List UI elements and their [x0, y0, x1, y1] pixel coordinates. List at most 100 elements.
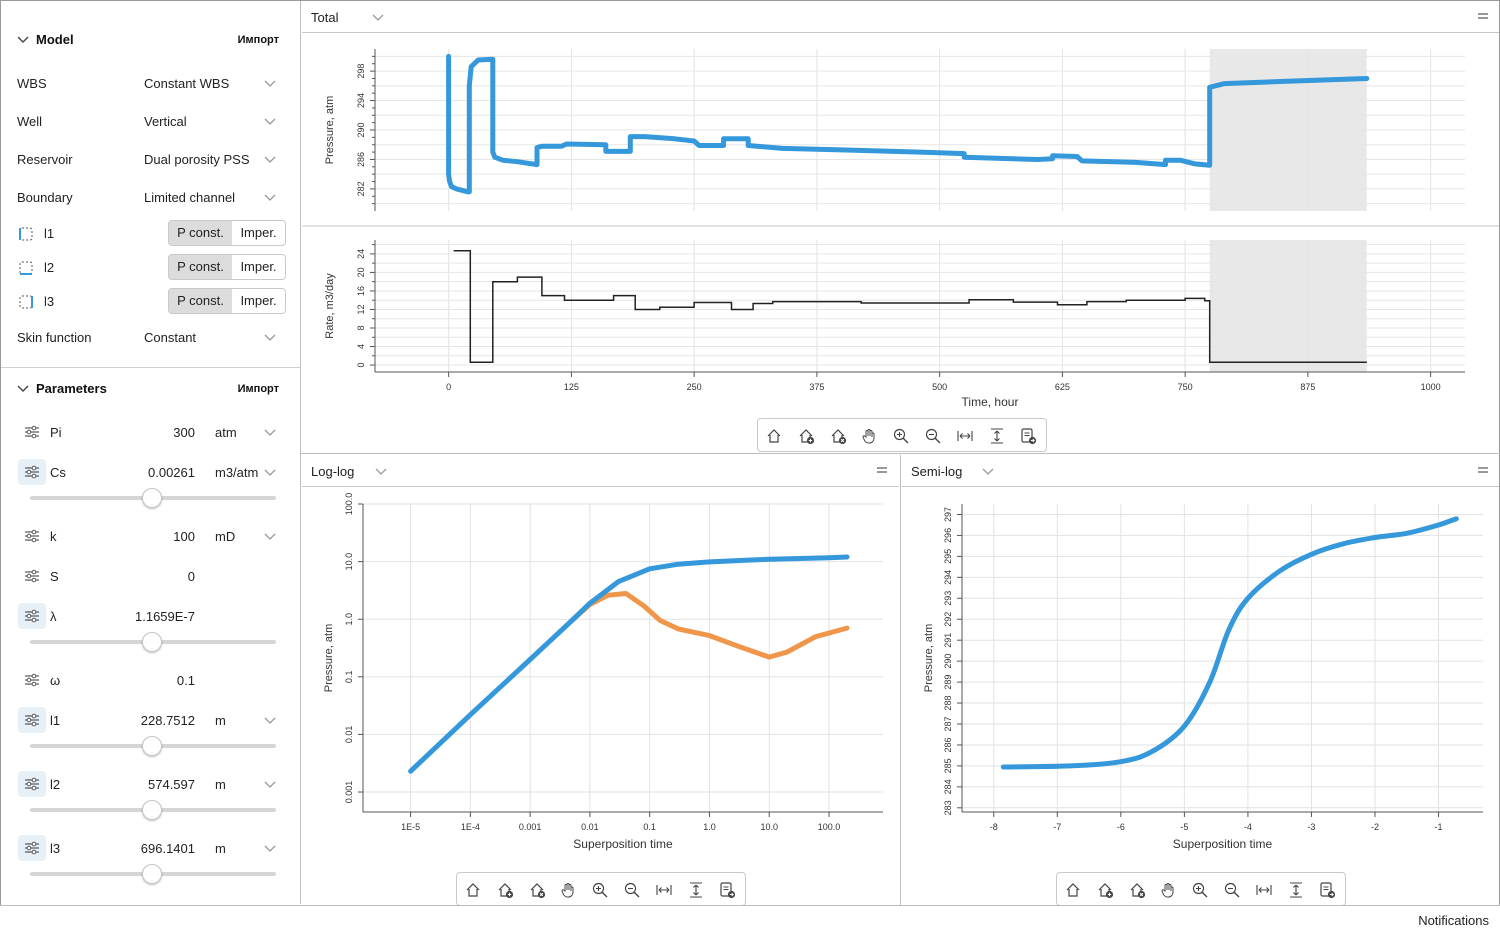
slider-toggle-icon[interactable] [18, 835, 46, 861]
parameter-value[interactable]: 100 [173, 529, 195, 544]
chevron-down-icon[interactable] [264, 155, 276, 165]
model-row-value[interactable]: Limited channel [144, 190, 236, 205]
loglog-chart[interactable]: 0.001 0.01 0.1 1.0 10.0 100.0 1E-5 1E-4 0.001 0.0… [302, 488, 899, 868]
zoom-in-icon[interactable] [1191, 881, 1209, 899]
remove-home-icon[interactable] [829, 427, 847, 445]
fit-vertical-icon[interactable] [687, 881, 705, 899]
model-row-value[interactable]: Vertical [144, 114, 187, 129]
parameter-value[interactable]: 0 [187, 569, 195, 584]
parameter-value[interactable]: 574.597 [148, 777, 195, 792]
chevron-down-icon[interactable] [264, 117, 276, 127]
panel-menu-icon[interactable] [1477, 11, 1489, 21]
chevron-down-icon[interactable] [264, 844, 276, 854]
slider-toggle-icon[interactable] [18, 523, 46, 549]
chevron-down-icon[interactable] [375, 467, 387, 477]
model-row-reservoir[interactable]: Reservoir Dual porosity PSS [1, 149, 301, 171]
panel-menu-icon[interactable] [1477, 465, 1489, 475]
zoom-in-icon[interactable] [591, 881, 609, 899]
chevron-down-icon[interactable] [264, 193, 276, 203]
slider-thumb[interactable] [142, 800, 162, 820]
slider-toggle-icon[interactable] [18, 459, 46, 485]
model-row-well[interactable]: Well Vertical [1, 111, 301, 133]
parameter-value[interactable]: 1.1659E-7 [135, 609, 195, 624]
pan-icon[interactable] [559, 881, 577, 899]
zoom-out-icon[interactable] [623, 881, 641, 899]
add-home-icon[interactable] [1096, 881, 1114, 899]
slider-thumb[interactable] [142, 736, 162, 756]
parameter-value[interactable]: 0.1 [176, 673, 195, 688]
export-icon[interactable] [718, 881, 736, 899]
parameter-value[interactable]: 228.7512 [140, 713, 195, 728]
remove-home-icon[interactable] [1128, 881, 1146, 899]
notifications-button[interactable]: Notifications [1418, 913, 1489, 928]
pan-icon[interactable] [1159, 881, 1177, 899]
p-const-option[interactable]: P const. [169, 289, 232, 313]
slider-thumb[interactable] [142, 864, 162, 884]
chevron-down-icon[interactable] [264, 532, 276, 542]
parameter-unit[interactable]: mD [215, 529, 236, 544]
remove-home-icon[interactable] [528, 881, 546, 899]
chevron-down-icon[interactable] [264, 780, 276, 790]
parameter-unit[interactable]: m [215, 713, 226, 728]
total-chart[interactable]: 282 286 290 294 298 Pressure, atm 0 4 8 12 16 20 24 R… [302, 34, 1499, 416]
parameter-value[interactable]: 696.1401 [140, 841, 195, 856]
semilog-chart[interactable]: 283 284 285 286 287 288 289 290 291 292 293 294 295 2… [902, 488, 1499, 868]
chevron-down-icon[interactable] [264, 79, 276, 89]
loglog-panel-title[interactable]: Log-log [311, 464, 355, 479]
fit-horizontal-icon[interactable] [655, 881, 673, 899]
export-icon[interactable] [1019, 427, 1037, 445]
slider-toggle-icon[interactable] [18, 707, 46, 733]
slider-toggle-icon[interactable] [18, 667, 46, 693]
model-row-value[interactable]: Dual porosity PSS [144, 152, 250, 167]
parameters-import-button[interactable]: Импорт [237, 383, 279, 395]
parameter-slider[interactable] [30, 734, 276, 756]
zoom-out-icon[interactable] [1223, 881, 1241, 899]
parameter-slider[interactable] [30, 798, 276, 820]
model-row-boundary[interactable]: Boundary Limited channel [1, 187, 301, 209]
home-icon[interactable] [765, 427, 783, 445]
fit-horizontal-icon[interactable] [956, 427, 974, 445]
slider-toggle-icon[interactable] [18, 771, 46, 797]
model-section-header[interactable]: Model Импорт [1, 30, 301, 52]
imper-option[interactable]: Imper. [232, 221, 285, 245]
imper-option[interactable]: Imper. [232, 255, 285, 279]
chevron-down-icon[interactable] [982, 467, 994, 477]
model-import-button[interactable]: Импорт [237, 34, 279, 46]
chevron-down-icon[interactable] [372, 13, 384, 23]
semilog-panel-title[interactable]: Semi-log [911, 464, 963, 479]
parameter-slider[interactable] [30, 862, 276, 884]
add-home-icon[interactable] [496, 881, 514, 899]
zoom-out-icon[interactable] [924, 427, 942, 445]
model-row-value[interactable]: Constant WBS [144, 76, 230, 91]
p-const-option[interactable]: P const. [169, 255, 232, 279]
skin-value[interactable]: Constant [144, 330, 197, 345]
chevron-down-icon[interactable] [264, 428, 276, 438]
home-icon[interactable] [464, 881, 482, 899]
slider-thumb[interactable] [142, 488, 162, 508]
chevron-down-icon[interactable] [17, 383, 29, 395]
parameter-unit[interactable]: atm [215, 425, 237, 440]
panel-menu-icon[interactable] [876, 465, 888, 475]
total-panel-title[interactable]: Total [311, 10, 339, 25]
parameter-unit[interactable]: m [215, 841, 226, 856]
fit-horizontal-icon[interactable] [1255, 881, 1273, 899]
fit-vertical-icon[interactable] [988, 427, 1006, 445]
p-const-option[interactable]: P const. [169, 221, 232, 245]
zoom-in-icon[interactable] [892, 427, 910, 445]
slider-toggle-icon[interactable] [18, 603, 46, 629]
model-row-skin[interactable]: Skin function Constant [1, 327, 301, 349]
home-icon[interactable] [1064, 881, 1082, 899]
slider-thumb[interactable] [142, 632, 162, 652]
fit-vertical-icon[interactable] [1287, 881, 1305, 899]
chevron-down-icon[interactable] [264, 468, 276, 478]
parameter-slider[interactable] [30, 630, 276, 652]
chevron-down-icon[interactable] [264, 716, 276, 726]
parameter-slider[interactable] [30, 486, 276, 508]
imper-option[interactable]: Imper. [232, 289, 285, 313]
model-row-wbs[interactable]: WBS Constant WBS [1, 73, 301, 95]
pan-icon[interactable] [860, 427, 878, 445]
add-home-icon[interactable] [797, 427, 815, 445]
parameter-value[interactable]: 300 [173, 425, 195, 440]
parameter-unit[interactable]: m [215, 777, 226, 792]
parameter-value[interactable]: 0.00261 [148, 465, 195, 480]
